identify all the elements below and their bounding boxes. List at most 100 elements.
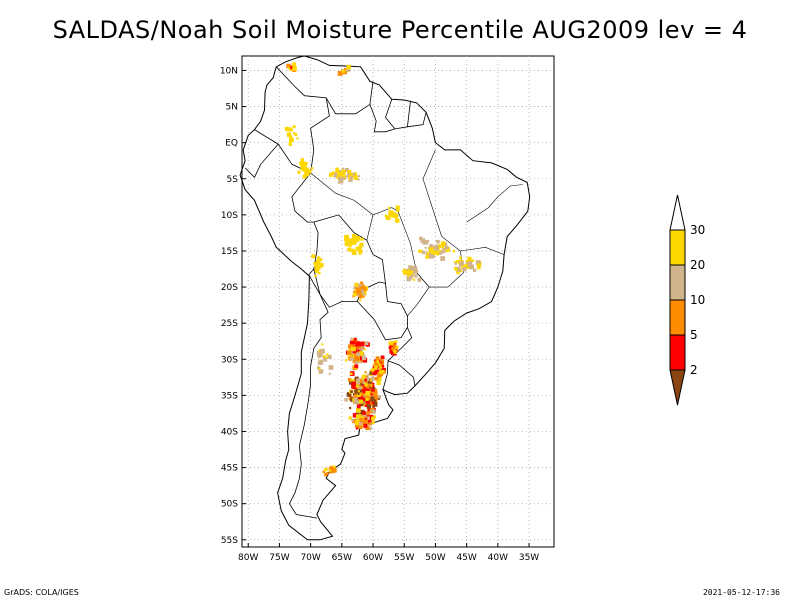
anomaly-cell: [323, 355, 327, 359]
anomaly-cell: [317, 361, 321, 365]
anomaly-cell: [354, 282, 359, 287]
anomaly-cell: [311, 254, 316, 259]
anomaly-cell: [344, 67, 347, 70]
anomaly-cell: [393, 211, 396, 214]
anomaly-cell: [353, 337, 357, 341]
anomaly-cell: [360, 348, 364, 351]
continent-outline: [239, 55, 531, 541]
anomaly-cell: [349, 244, 352, 248]
anomaly-cell: [340, 175, 346, 180]
anomaly-cell: [361, 374, 367, 380]
anomaly-cell: [452, 249, 456, 253]
lat-tick-label: 50S: [221, 500, 238, 510]
lat-tick-label: 10N: [220, 66, 238, 76]
lat-tick-label: 25S: [221, 319, 238, 329]
anomaly-cell: [367, 417, 370, 420]
lon-tick-label: 65W: [332, 553, 352, 563]
anomaly-cell: [425, 255, 429, 259]
anomaly-cell: [388, 213, 392, 216]
anomaly-cell: [318, 369, 323, 374]
footer-timestamp: 2021-05-12-17:36: [702, 588, 780, 597]
anomaly-cell: [319, 262, 324, 268]
anomaly-cell: [380, 365, 383, 368]
anomaly-cell: [445, 247, 451, 252]
anomaly-cell: [385, 215, 389, 219]
country-border: [407, 100, 411, 127]
anomaly-cell: [353, 175, 358, 180]
anomaly-cell: [361, 393, 365, 397]
country-border: [385, 99, 396, 130]
country-border: [288, 274, 329, 519]
anomaly-cell: [413, 266, 418, 270]
anomaly-cell: [359, 292, 365, 298]
anomaly-cell: [371, 401, 375, 405]
anomaly-cell: [369, 379, 373, 382]
state-border: [397, 211, 430, 317]
anomaly-cell: [358, 399, 364, 404]
anomaly-cell: [379, 370, 383, 375]
anomaly-cell: [364, 371, 367, 374]
anomaly-cell: [321, 343, 324, 346]
anomaly-cell: [376, 376, 382, 382]
anomaly-cell: [368, 426, 372, 430]
country-border: [325, 81, 374, 115]
anomaly-cell: [335, 168, 340, 173]
anomaly-cell: [372, 385, 375, 388]
anomaly-cell: [290, 66, 293, 69]
anomaly-cell: [436, 250, 441, 255]
anomaly-cell: [381, 369, 385, 373]
anomaly-cell: [348, 416, 352, 420]
anomaly-cell: [362, 417, 368, 422]
anomaly-cell: [329, 172, 334, 177]
anomaly-cell: [345, 175, 348, 178]
anomaly-cell: [332, 468, 337, 473]
anomaly-cell: [367, 404, 372, 409]
anomaly-cell: [362, 411, 366, 415]
anomaly-cell: [363, 419, 368, 425]
anomaly-cell: [364, 388, 369, 393]
lat-tick-label: 45S: [221, 464, 238, 474]
anomaly-cell: [431, 245, 435, 249]
colorbar-label: 20: [690, 258, 705, 272]
anomaly-cell: [296, 137, 299, 140]
anomaly-cell: [287, 67, 290, 70]
anomaly-cell: [351, 418, 354, 422]
anomaly-cell: [388, 206, 391, 209]
anomaly-cell: [365, 390, 371, 396]
anomaly-cell: [367, 408, 371, 412]
anomaly-cell: [363, 341, 366, 344]
anomaly-cell: [433, 250, 437, 255]
anomaly-cell: [347, 67, 351, 70]
country-border: [387, 360, 416, 387]
anomaly-cell: [374, 369, 379, 375]
anomaly-cell: [355, 384, 359, 388]
anomaly-cell: [381, 364, 385, 368]
anomaly-cell: [364, 341, 369, 346]
anomaly-cell: [319, 258, 323, 262]
anomaly-cell: [393, 344, 397, 348]
anomaly-cell: [356, 408, 361, 413]
anomaly-cell: [347, 378, 352, 382]
lon-tick-label: 45W: [456, 553, 476, 563]
anomaly-cell: [418, 249, 422, 253]
anomaly-cell: [391, 214, 395, 218]
anomaly-cell: [337, 71, 343, 76]
anomaly-cell: [440, 256, 445, 261]
anomaly-cell: [409, 275, 413, 280]
anomaly-cell: [363, 423, 368, 428]
anomaly-cell: [356, 414, 361, 419]
lat-tick-label: 40S: [221, 427, 238, 437]
anomaly-cell: [341, 169, 346, 175]
map-title: SALDAS/Noah Soil Moisture Percentile AUG…: [52, 16, 748, 44]
anomaly-cell: [349, 406, 352, 410]
anomaly-cell: [437, 244, 441, 249]
anomaly-cell: [338, 171, 343, 176]
anomaly-cell: [391, 348, 394, 351]
anomaly-cell: [374, 365, 378, 369]
anomaly-cell: [462, 267, 467, 272]
anomaly-cell: [347, 350, 352, 355]
anomaly-cell: [359, 422, 363, 426]
anomaly-cell: [313, 262, 316, 265]
anomaly-cell: [438, 251, 443, 255]
